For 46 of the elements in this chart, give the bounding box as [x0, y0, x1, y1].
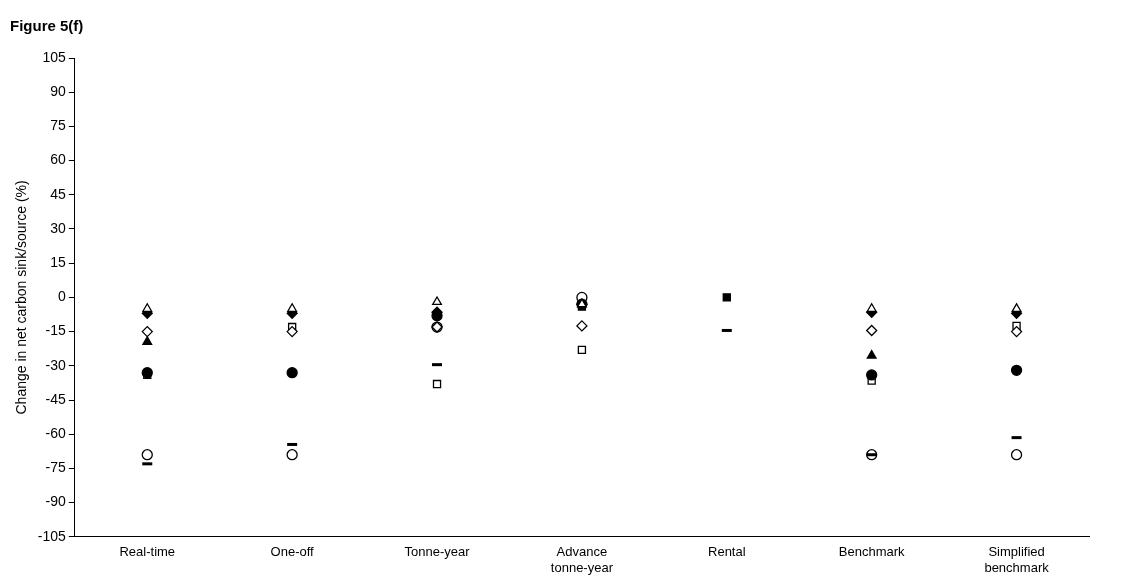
point: [287, 303, 298, 312]
x-tick-label: Tonne-year: [404, 544, 471, 560]
y-tick-label: -45: [45, 390, 67, 407]
y-tick-label: -75: [45, 459, 67, 476]
y-tick-label: 0: [58, 288, 67, 305]
point: [141, 449, 153, 461]
point: [576, 320, 588, 332]
point: [286, 366, 298, 379]
point: [1010, 364, 1023, 377]
y-tick-label: 30: [50, 219, 67, 236]
point: [722, 293, 731, 302]
x-tick-label: Rental: [708, 544, 746, 560]
y-tick-label: -105: [37, 527, 67, 544]
y-tick-label: 45: [50, 185, 67, 202]
x-tick-label: Advance tonne-year: [550, 544, 614, 575]
y-tick-label: -60: [45, 425, 67, 442]
chart-title: Figure 5(f): [10, 17, 84, 35]
point: [432, 296, 443, 306]
y-tick-label: 60: [50, 151, 67, 168]
x-tick-label: Real-time: [119, 544, 176, 560]
y-tick-label: -15: [45, 322, 67, 339]
point: [1011, 303, 1022, 312]
x-tick-label: Benchmark: [838, 544, 906, 560]
point: [866, 349, 877, 359]
point: [866, 324, 878, 337]
y-tick-label: 15: [50, 254, 67, 271]
point: [141, 325, 153, 338]
point: [1010, 449, 1023, 461]
y-tick-label: -30: [45, 356, 67, 373]
y-tick-label: 105: [42, 48, 67, 65]
x-tick-label: Simplified benchmark: [984, 544, 1050, 575]
x-tick-label: One-off: [270, 544, 315, 560]
point: [286, 449, 298, 461]
point: [577, 345, 587, 355]
point: [432, 379, 442, 389]
point: [1010, 325, 1023, 338]
point: [142, 303, 153, 312]
point: [286, 325, 298, 338]
y-tick-label: -90: [45, 493, 67, 510]
point: [866, 303, 877, 312]
point: [141, 366, 153, 379]
y-tick-label: 75: [50, 117, 67, 134]
y-tick-label: 90: [50, 83, 67, 100]
point: [142, 336, 153, 346]
point: [866, 369, 878, 381]
y-axis-title: Change in net carbon sink/source (%): [13, 180, 30, 415]
